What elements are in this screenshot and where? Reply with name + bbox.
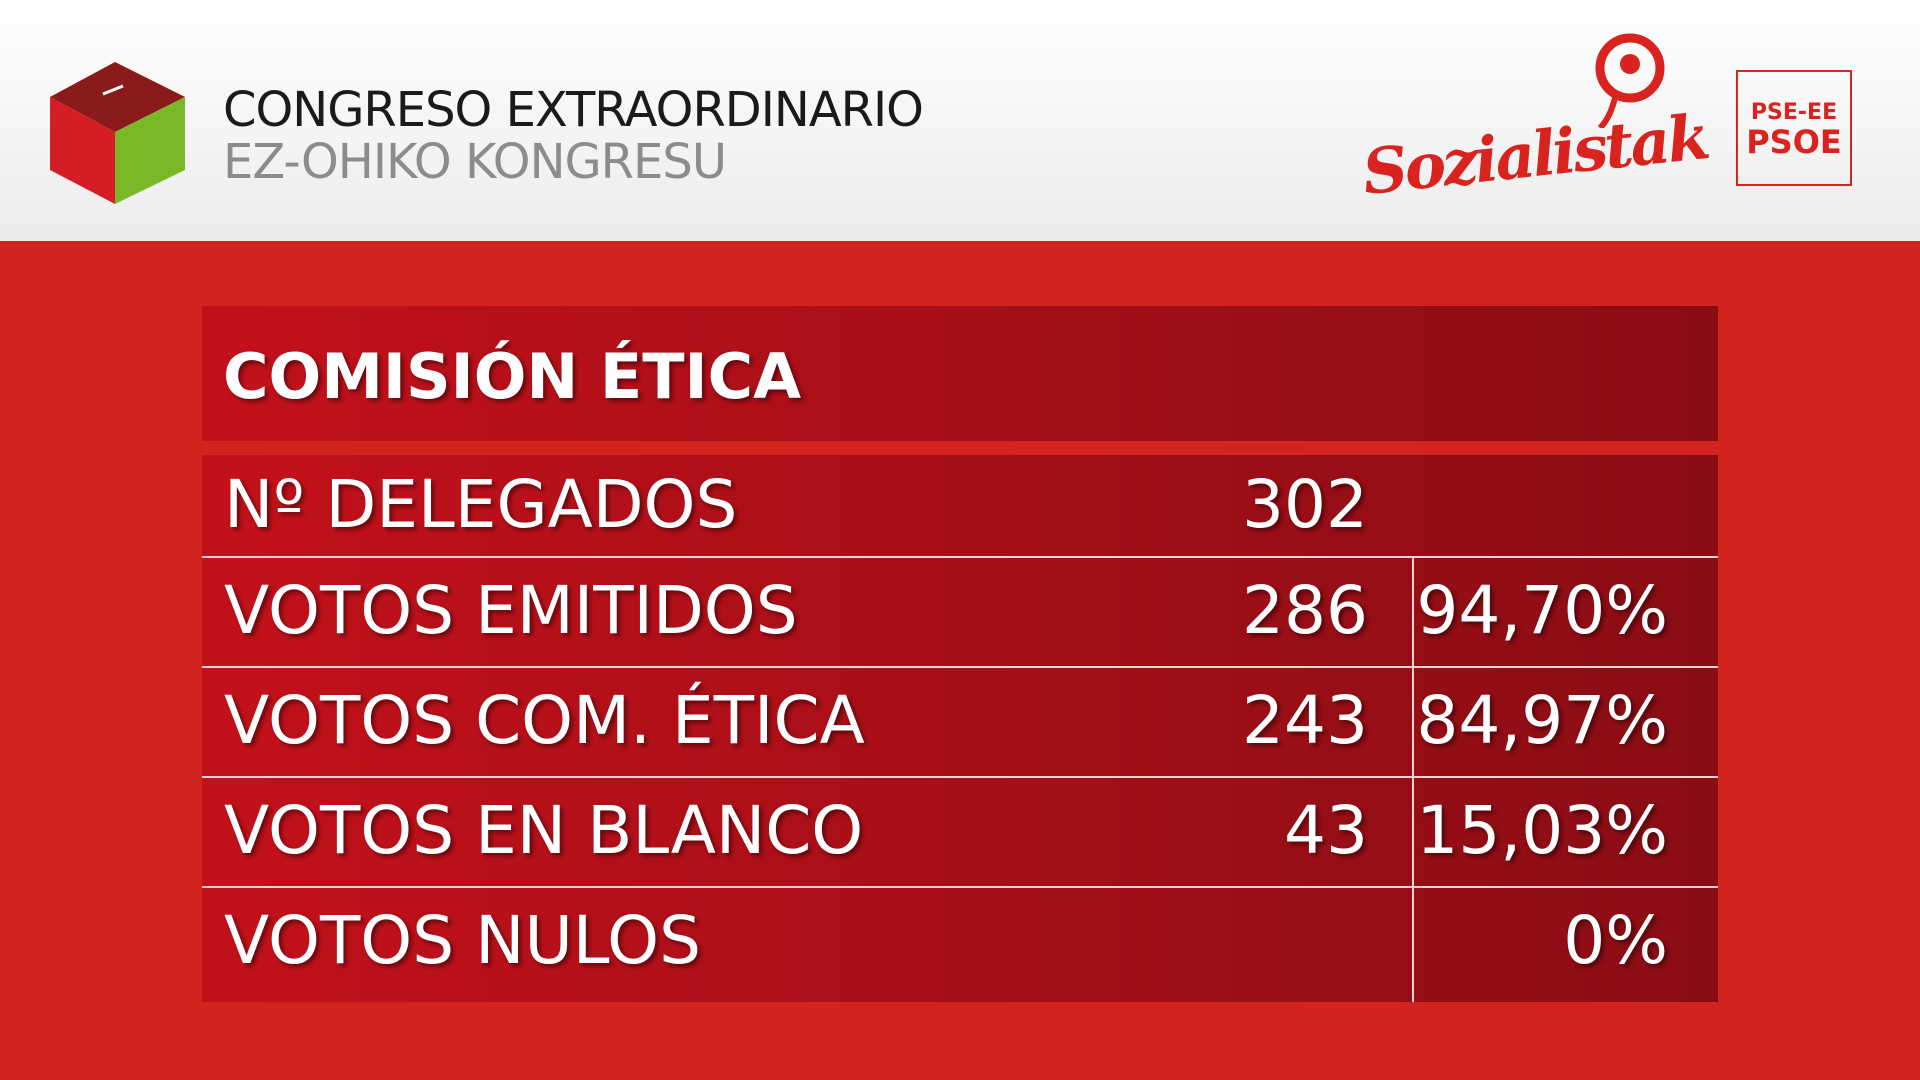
column-divider [1412,557,1414,1002]
table: Nº DELEGADOS 302 VOTOS EMITIDOS 286 94,70% VO… [202,455,1718,1002]
row-divider [202,886,1718,888]
header: CONGRESO EXTRAORDINARIO EZ-OHIKO KONGRES… [0,0,1920,241]
row-label: VOTOS NULOS [224,902,702,979]
table-title: COMISIÓN ÉTICA [223,340,802,413]
row-label: VOTOS COM. ÉTICA [224,682,865,759]
table-row: VOTOS COM. ÉTICA 243 84,97% [202,667,1718,777]
row-label: VOTOS EN BLANCO [224,792,864,869]
table-row: VOTOS NULOS 0% [202,887,1718,997]
table-title-box: COMISIÓN ÉTICA [202,306,1718,441]
header-subtitle: EZ-OHIKO KONGRESU [223,134,727,190]
row-divider [202,666,1718,668]
row-percent: 94,70% [1416,572,1668,649]
row-percent: 15,03% [1416,792,1668,869]
row-percent: 84,97% [1416,682,1668,759]
rose-icon [1595,33,1665,128]
row-divider [202,556,1718,558]
party-logo: Sozialistak [1359,100,1711,209]
row-divider [202,776,1718,778]
congress-logo [50,62,185,204]
row-percent: 0% [1563,902,1668,979]
table-row: VOTOS EMITIDOS 286 94,70% [202,557,1718,667]
row-count: 302 [1242,466,1368,543]
row-label: VOTOS EMITIDOS [224,572,798,649]
badge-line: PSE-EE [1750,100,1838,125]
badge-line: PSOE [1746,123,1842,161]
table-row: VOTOS EN BLANCO 43 15,03% [202,777,1718,887]
row-label: Nº DELEGADOS [224,466,738,543]
row-count: 243 [1242,682,1368,759]
table-row: Nº DELEGADOS 302 [202,455,1718,557]
header-title: CONGRESO EXTRAORDINARIO [223,82,924,138]
row-count: 43 [1284,792,1368,869]
badge: PSE-EE PSOE [1736,70,1852,186]
row-count: 286 [1242,572,1368,649]
